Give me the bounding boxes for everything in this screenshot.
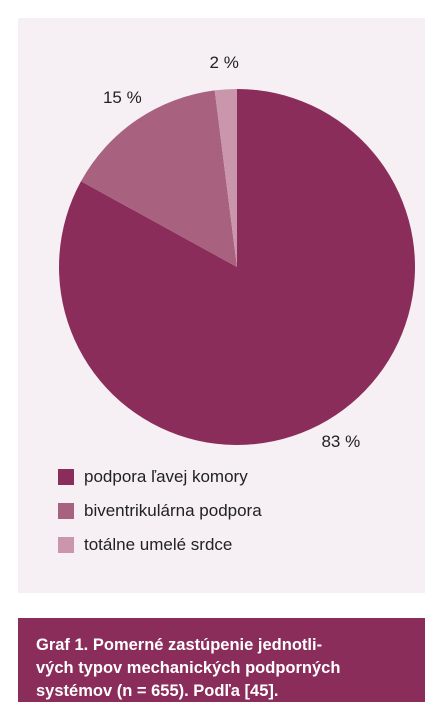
legend-item-tah: totálne umelé srdce [58,534,262,556]
pie-chart: 83 % 15 % 2 % [58,53,415,448]
legend-swatch-lvad [58,469,74,485]
pie-slice-bivad [81,90,237,267]
pie-label-bivad: 15 % [103,88,142,107]
legend-swatch-tah [58,537,74,553]
legend-swatch-bivad [58,503,74,519]
legend-item-lvad: podpora ľavej komory [58,466,262,488]
legend-label-lvad: podpora ľavej komory [84,467,248,486]
chart-legend: podpora ľavej komory biventrikulárna pod… [58,466,262,556]
pie-slice-tah [214,89,237,267]
caption-line-3: systémov (n = 655). Podľa [45]. [36,682,279,700]
caption-line-2: vých typov mechanických podporných [36,659,341,677]
legend-label-bivad: biventrikulárna podpora [84,501,262,520]
pie-label-tah: 2 % [210,53,239,72]
caption-line-1: Graf 1. Pomerné zastúpenie jednotli- [36,636,323,654]
chart-panel: 83 % 15 % 2 % podpora ľavej komory biventr… [18,18,425,593]
legend-item-bivad: biventrikulárna podpora [58,500,262,522]
pie-label-lvad: 83 % [321,432,360,448]
legend-label-tah: totálne umelé srdce [84,535,233,554]
figure-caption: Graf 1. Pomerné zastúpenie jednotli- výc… [18,618,425,702]
